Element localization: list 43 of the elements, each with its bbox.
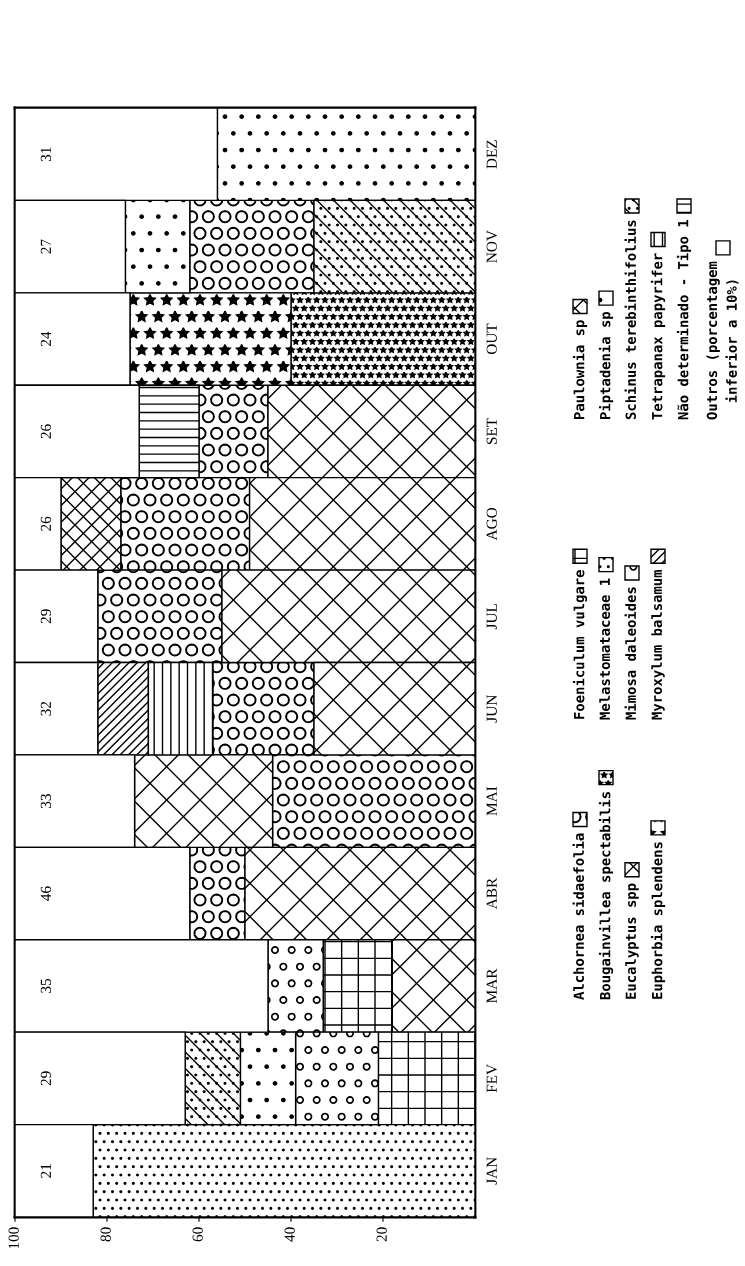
y-tick-label: JAN	[486, 1157, 497, 1185]
annotation: 24	[40, 331, 51, 347]
legend-label: Schinus terebinthifolius	[624, 220, 637, 420]
annotation: 21	[40, 1164, 51, 1178]
y-tick-label: JUL	[486, 604, 497, 630]
y-tick-label: JUN	[486, 695, 497, 723]
y-tick-label: ABR	[486, 877, 497, 910]
legend-label: Tetrapanax papyrifer	[650, 253, 666, 420]
legend-label: Myroxylum balsamum	[651, 570, 665, 720]
annotation: 26	[40, 424, 52, 439]
annotation: 46	[40, 886, 52, 901]
annotation: 31	[40, 147, 52, 162]
annotation: 26	[40, 516, 52, 531]
y-tick-label: MAI	[486, 786, 497, 816]
x-tick-label: 20	[376, 1227, 387, 1242]
legend-label: Euphorbia splendens	[650, 842, 666, 999]
y-tick-label: AGO	[486, 507, 497, 541]
legend-label: Paulownia sp	[572, 320, 588, 419]
legend-label: Piptadenia sp	[598, 311, 614, 419]
annotation: 29	[40, 609, 52, 624]
x-tick-label: 60	[192, 1227, 203, 1242]
legend-label: Foeniculum vulgare	[572, 570, 588, 719]
annotation: 27	[40, 239, 51, 254]
annotation: 29	[40, 1071, 52, 1086]
annotation: 35	[40, 978, 52, 993]
y-tick-label: MAR	[486, 968, 497, 1003]
y-tick-label: FEV	[486, 1064, 497, 1093]
legend-label: Não determinado - Tipo 1	[676, 219, 692, 420]
annotation: 33	[40, 794, 52, 809]
legend-label: Eucalyptus spp	[625, 883, 639, 999]
y-tick-label: NOV	[486, 230, 497, 263]
annotation: 32	[40, 701, 52, 716]
x-tick-label: 40	[284, 1227, 295, 1242]
legend-label: Melastomataceae 1	[599, 578, 611, 720]
x-tick-label: 80	[100, 1227, 111, 1242]
x-tick-label: 100	[8, 1227, 19, 1249]
legend-label: Mimosa daleoides	[624, 587, 637, 720]
legend-label: Outros (porcentagem inferior a 10%)	[706, 261, 739, 420]
legend-label: Bougainvillea spectabilis	[598, 792, 614, 1000]
y-tick-label: OUT	[486, 323, 497, 355]
y-tick-label: SET	[486, 418, 497, 445]
y-tick-label: DEZ	[486, 140, 497, 169]
legend-label: Alchornea sidaefolia	[572, 833, 585, 1000]
